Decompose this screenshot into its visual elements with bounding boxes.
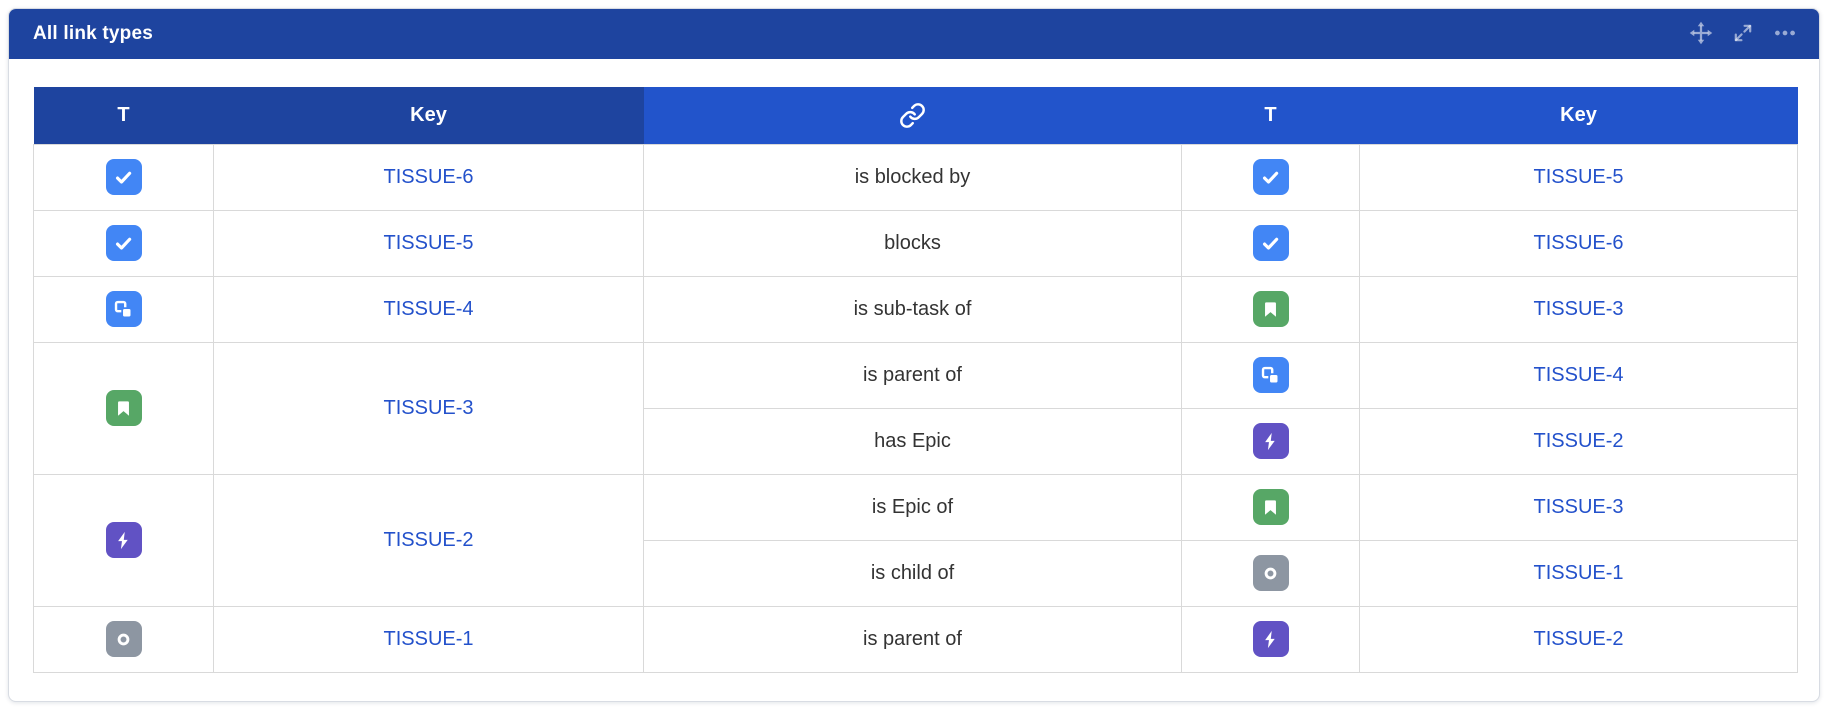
issue-type-cell bbox=[1181, 209, 1360, 277]
table-header-row: T Key T Key bbox=[33, 87, 1798, 144]
epic-icon bbox=[1252, 621, 1289, 657]
generic-issue-icon bbox=[105, 621, 142, 657]
issue-type-cell bbox=[1181, 341, 1360, 409]
issue-key-cell: TISSUE-3 bbox=[213, 341, 644, 475]
link-icon bbox=[899, 102, 926, 129]
issue-key-cell: TISSUE-2 bbox=[1359, 605, 1798, 673]
epic-icon bbox=[1252, 423, 1289, 459]
issue-key-cell: TISSUE-6 bbox=[213, 143, 644, 211]
issue-type-cell bbox=[33, 209, 214, 277]
issue-key-link[interactable]: TISSUE-6 bbox=[1533, 231, 1624, 254]
gadget-title: All link types bbox=[33, 23, 154, 44]
issue-key-link[interactable]: TISSUE-2 bbox=[1533, 627, 1624, 650]
issue-key-link[interactable]: TISSUE-1 bbox=[383, 627, 474, 650]
issue-key-link[interactable]: TISSUE-5 bbox=[1533, 165, 1624, 188]
table-row: TISSUE-5 blocks TISSUE-6 bbox=[33, 209, 1798, 277]
issue-type-cell bbox=[1181, 275, 1360, 343]
issue-type-cell bbox=[1181, 605, 1360, 673]
column-header-type-right: T bbox=[1181, 87, 1360, 144]
issue-type-cell bbox=[33, 275, 214, 343]
issue-key-link[interactable]: TISSUE-3 bbox=[1533, 297, 1624, 320]
issue-key-cell: TISSUE-2 bbox=[213, 473, 644, 607]
issue-key-link[interactable]: TISSUE-3 bbox=[383, 396, 474, 419]
issue-type-cell bbox=[33, 473, 214, 607]
task-icon bbox=[105, 225, 142, 261]
link-types-table: T Key T Key TISSUE-6 is blocked by TIS bbox=[33, 87, 1798, 673]
table-row: TISSUE-2 is Epic of TISSUE-3 bbox=[33, 473, 1798, 607]
link-relation-cell: is child of bbox=[643, 539, 1182, 607]
issue-key-cell: TISSUE-1 bbox=[213, 605, 644, 673]
issue-key-cell: TISSUE-5 bbox=[213, 209, 644, 277]
link-relation-cell: is blocked by bbox=[643, 143, 1182, 211]
expand-icon bbox=[1731, 21, 1755, 48]
task-icon bbox=[1252, 159, 1289, 195]
story-icon bbox=[105, 390, 142, 426]
issue-key-link[interactable]: TISSUE-4 bbox=[383, 297, 474, 320]
issue-type-cell bbox=[33, 143, 214, 211]
task-icon bbox=[1252, 225, 1289, 261]
issue-key-link[interactable]: TISSUE-6 bbox=[383, 165, 474, 188]
issue-key-cell: TISSUE-3 bbox=[1359, 275, 1798, 343]
issue-key-cell: TISSUE-4 bbox=[213, 275, 644, 343]
task-icon bbox=[105, 159, 142, 195]
column-header-type-left: T bbox=[33, 87, 214, 144]
link-relation-cell: blocks bbox=[643, 209, 1182, 277]
table-row: TISSUE-1 is parent of TISSUE-2 bbox=[33, 605, 1798, 673]
column-header-link bbox=[643, 87, 1182, 144]
link-relation-cell: is Epic of bbox=[643, 473, 1182, 541]
issue-type-cell bbox=[1181, 539, 1360, 607]
issue-key-cell: TISSUE-3 bbox=[1359, 473, 1798, 541]
issue-type-cell bbox=[1181, 143, 1360, 211]
more-button[interactable] bbox=[1771, 20, 1799, 48]
move-icon bbox=[1688, 20, 1714, 49]
issue-type-cell bbox=[33, 605, 214, 673]
issue-type-cell bbox=[33, 341, 214, 475]
issue-key-link[interactable]: TISSUE-1 bbox=[1533, 561, 1624, 584]
gadget-titlebar: All link types bbox=[9, 9, 1819, 59]
table-row: TISSUE-6 is blocked by TISSUE-5 bbox=[33, 143, 1798, 211]
issue-key-cell: TISSUE-1 bbox=[1359, 539, 1798, 607]
issue-key-link[interactable]: TISSUE-3 bbox=[1533, 495, 1624, 518]
subtask-icon bbox=[1252, 357, 1289, 393]
table-row: has Epic TISSUE-2 bbox=[34, 407, 1798, 475]
issue-key-link[interactable]: TISSUE-2 bbox=[383, 528, 474, 551]
column-header-key-right: Key bbox=[1359, 87, 1798, 144]
gadget-card: All link types bbox=[8, 8, 1820, 702]
issue-key-cell: TISSUE-6 bbox=[1359, 209, 1798, 277]
gadget-content: T Key T Key TISSUE-6 is blocked by TIS bbox=[9, 59, 1819, 701]
link-table-body: TISSUE-6 is blocked by TISSUE-5 TISSUE-5 blo… bbox=[33, 143, 1798, 673]
story-icon bbox=[1252, 291, 1289, 327]
issue-key-cell: TISSUE-4 bbox=[1359, 341, 1798, 409]
link-relation-cell: is parent of bbox=[643, 341, 1182, 409]
generic-issue-icon bbox=[1252, 555, 1289, 591]
link-relation-cell: has Epic bbox=[643, 407, 1182, 475]
issue-key-cell: TISSUE-5 bbox=[1359, 143, 1798, 211]
issue-key-link[interactable]: TISSUE-2 bbox=[1533, 429, 1624, 452]
table-row: TISSUE-4 is sub-task of TISSUE-3 bbox=[33, 275, 1798, 343]
move-button[interactable] bbox=[1687, 20, 1715, 48]
expand-button[interactable] bbox=[1729, 20, 1757, 48]
issue-type-cell bbox=[1181, 407, 1360, 475]
epic-icon bbox=[105, 522, 142, 558]
gadget-toolbar bbox=[1687, 20, 1799, 48]
issue-type-cell bbox=[1181, 473, 1360, 541]
story-icon bbox=[1252, 489, 1289, 525]
table-row: is child of TISSUE-1 bbox=[34, 539, 1798, 607]
issue-key-link[interactable]: TISSUE-4 bbox=[1533, 363, 1624, 386]
column-header-key-left: Key bbox=[213, 87, 644, 144]
more-icon bbox=[1772, 20, 1798, 49]
link-relation-cell: is sub-task of bbox=[643, 275, 1182, 343]
table-row: TISSUE-3 is parent of TISSUE-4 bbox=[33, 341, 1798, 475]
issue-key-cell: TISSUE-2 bbox=[1359, 407, 1798, 475]
link-relation-cell: is parent of bbox=[643, 605, 1182, 673]
subtask-icon bbox=[105, 291, 142, 327]
issue-key-link[interactable]: TISSUE-5 bbox=[383, 231, 474, 254]
